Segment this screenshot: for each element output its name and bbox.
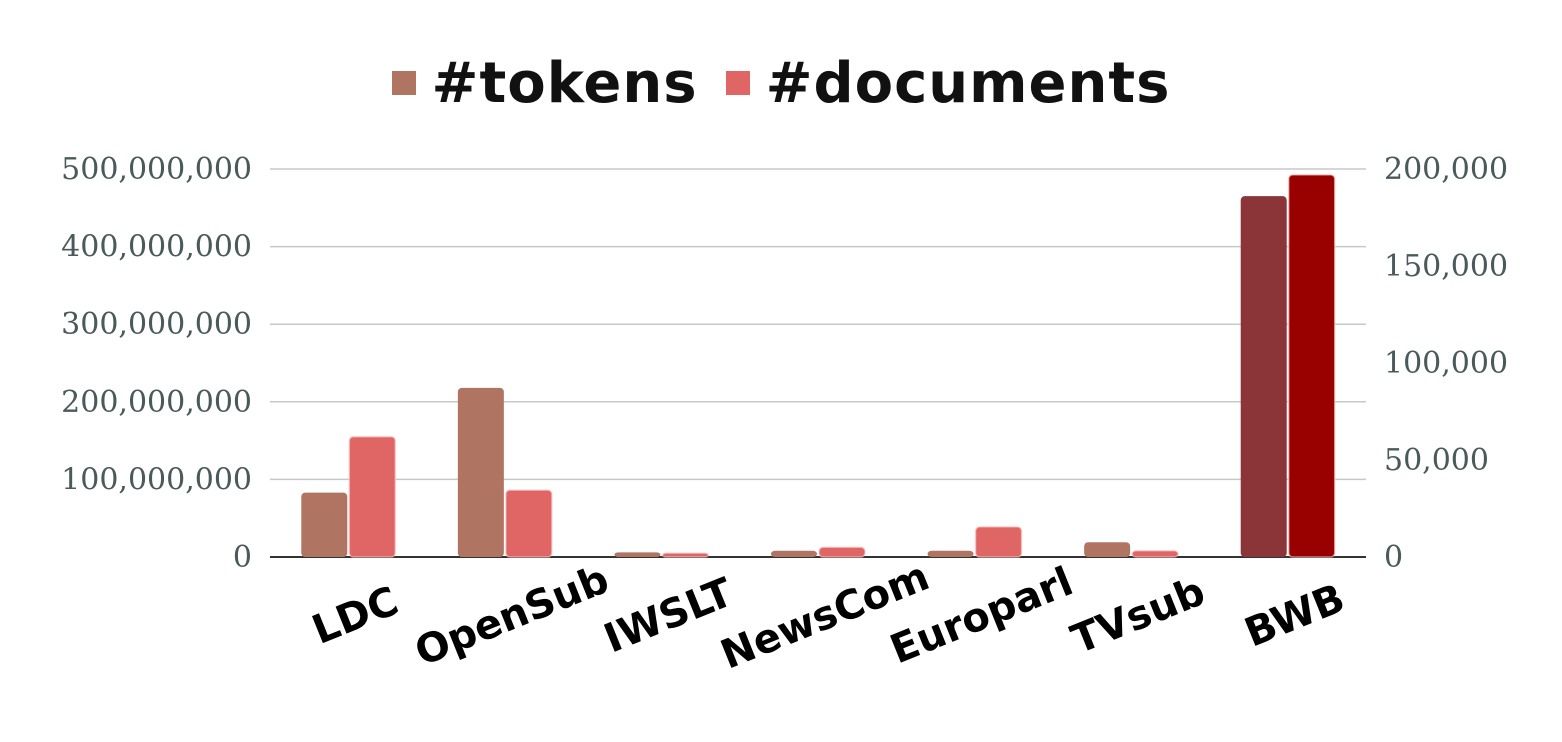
left-tick-label: 500,000,000 (61, 152, 252, 187)
left-tick-label: 400,000,000 (61, 230, 252, 265)
legend-swatch-tokens (391, 71, 416, 95)
right-tick-label: 100,000 (1384, 346, 1508, 381)
legend-label-documents: #documents (765, 50, 1171, 116)
right-tick-label: 50,000 (1384, 443, 1489, 478)
bar-tokens-tvsub (1084, 542, 1131, 557)
category-label-bwb: BWB (1239, 575, 1352, 656)
bar-tokens-iwslt (614, 552, 661, 557)
legend-item-documents: #documents (725, 50, 1171, 116)
bar-documents-newscom (818, 546, 866, 558)
left-tick-label: 0 (233, 540, 252, 575)
legend-swatch-documents (725, 71, 750, 95)
category-label-opensub: OpenSub (409, 556, 616, 675)
bar-documents-opensub (505, 489, 553, 558)
bar-tokens-opensub (457, 387, 504, 557)
legend-label-tokens: #tokens (431, 50, 698, 116)
left-tick-label: 300,000,000 (61, 307, 252, 342)
right-tick-label: 150,000 (1384, 249, 1508, 284)
bar-documents-ldc (348, 435, 397, 558)
bar-documents-bwb (1287, 174, 1336, 558)
bar-tokens-bwb (1240, 196, 1287, 557)
right-tick-label: 200,000 (1384, 152, 1508, 187)
legend-item-tokens: #tokens (391, 50, 698, 116)
bar-tokens-newscom (771, 550, 817, 557)
right-tick-label: 0 (1384, 540, 1403, 575)
bar-tokens-ldc (301, 492, 348, 557)
legend: #tokens #documents (0, 48, 1562, 118)
left-tick-label: 100,000,000 (61, 462, 252, 497)
bar-tokens-europarl (927, 550, 974, 557)
category-label-tvsub: TVsub (1065, 569, 1211, 664)
category-label-ldc: LDC (306, 578, 405, 654)
bar-documents-europarl (974, 526, 1023, 558)
bar-documents-iwslt (661, 552, 710, 558)
bar-documents-tvsub (1131, 550, 1179, 558)
left-tick-label: 200,000,000 (61, 385, 252, 420)
